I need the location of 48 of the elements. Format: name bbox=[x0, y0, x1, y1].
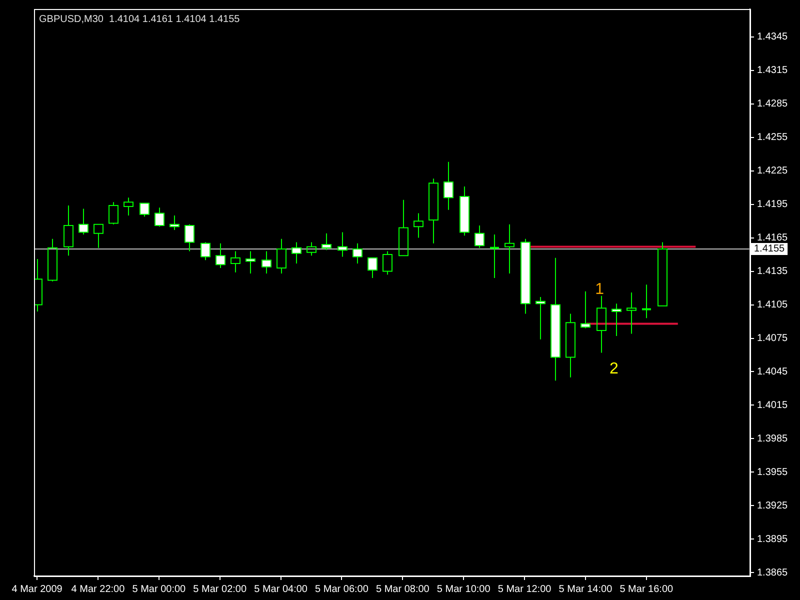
candlestick bbox=[64, 204, 74, 256]
annotation: 2 bbox=[610, 360, 619, 378]
y-tick-label: 1.4315 bbox=[757, 65, 788, 76]
chart-title: GBPUSD,M30 1.4104 1.4161 1.4104 1.4155 bbox=[39, 14, 240, 25]
x-tick-label: 5 Mar 12:00 bbox=[498, 584, 552, 595]
candlestick bbox=[276, 238, 286, 274]
y-tick-label: 1.4045 bbox=[757, 366, 788, 378]
candlestick bbox=[504, 224, 514, 274]
y-tick-label: 1.4345 bbox=[757, 32, 788, 43]
y-tick-label: 1.4135 bbox=[757, 266, 788, 278]
ref-line-label: 1.4155 bbox=[754, 244, 786, 255]
candlestick bbox=[34, 258, 42, 312]
candlestick bbox=[124, 197, 134, 216]
annotation: 1 bbox=[595, 281, 604, 298]
candlestick bbox=[48, 238, 58, 282]
candlestick bbox=[94, 224, 104, 248]
x-tick-label: 5 Mar 08:00 bbox=[376, 584, 430, 595]
y-tick-label: 1.3985 bbox=[757, 433, 788, 444]
x-tick-label: 5 Mar 00:00 bbox=[132, 584, 186, 595]
y-tick-label: 1.4195 bbox=[757, 199, 788, 210]
candlestick bbox=[490, 234, 499, 278]
y-tick-label: 1.4015 bbox=[757, 400, 788, 411]
candlestick bbox=[398, 199, 408, 256]
y-tick-label: 1.4255 bbox=[757, 132, 788, 144]
candlestick bbox=[230, 250, 240, 273]
x-tick-label: 5 Mar 16:00 bbox=[620, 584, 674, 595]
x-tick-label: 5 Mar 10:00 bbox=[436, 584, 491, 595]
candlestick bbox=[596, 295, 606, 354]
candlestick bbox=[428, 178, 438, 244]
candlestick bbox=[626, 292, 636, 334]
y-tick-label: 1.4225 bbox=[757, 166, 788, 177]
y-tick-label: 1.3865 bbox=[757, 567, 788, 578]
x-tick-label: 5 Mar 14:00 bbox=[558, 584, 613, 595]
candlestick bbox=[566, 313, 576, 378]
y-tick-label: 1.3925 bbox=[757, 500, 788, 512]
candlestick bbox=[414, 212, 424, 238]
x-tick-label: 5 Mar 06:00 bbox=[315, 584, 369, 595]
x-tick-label: 4 Mar 2009 bbox=[12, 584, 63, 595]
y-tick-label: 1.4075 bbox=[757, 333, 788, 344]
x-tick-label: 5 Mar 04:00 bbox=[254, 584, 308, 595]
y-tick-label: 1.3895 bbox=[757, 534, 788, 545]
y-tick-label: 1.3955 bbox=[757, 466, 788, 478]
candlestick bbox=[642, 284, 651, 319]
y-tick-label: 1.4105 bbox=[757, 300, 788, 311]
x-tick-label: 4 Mar 22:00 bbox=[71, 584, 126, 595]
x-tick-label: 5 Mar 02:00 bbox=[193, 584, 247, 595]
y-tick-label: 1.4285 bbox=[757, 98, 788, 110]
y-tick-label: 1.4165 bbox=[757, 232, 788, 244]
